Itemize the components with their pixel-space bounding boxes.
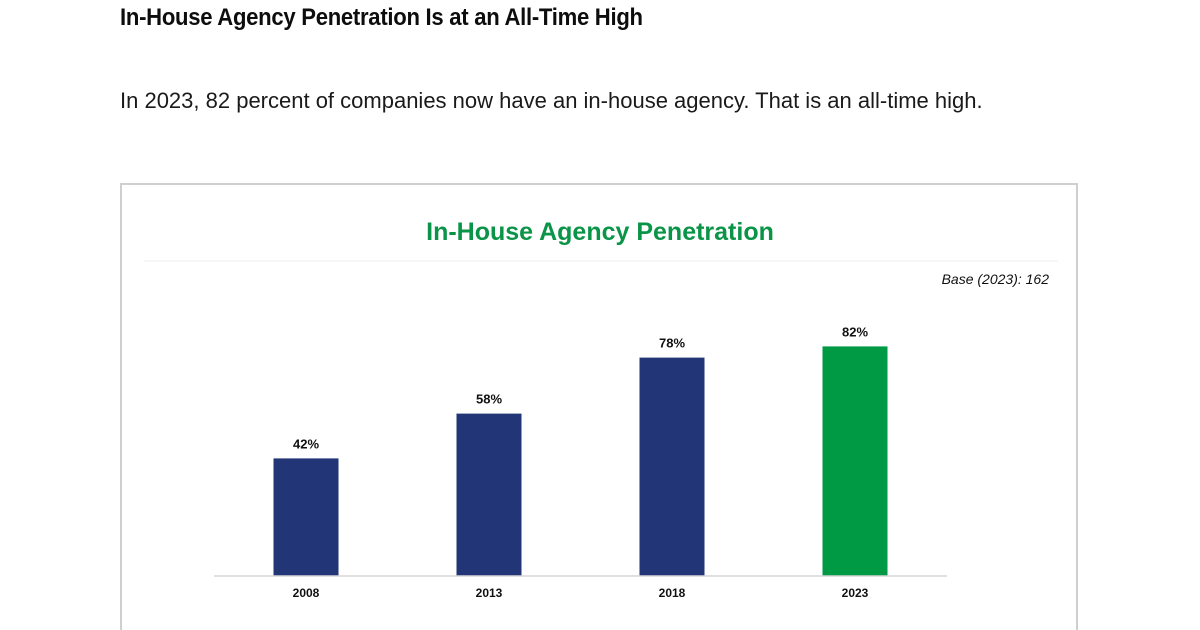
x-tick-label-2008: 2008 xyxy=(293,586,320,600)
bar-chart: In-House Agency Penetration Base (2023):… xyxy=(144,218,1058,600)
intro-text: In 2023, 82 percent of companies now hav… xyxy=(120,88,983,113)
bar-2018 xyxy=(639,357,705,576)
bars-layer: 42% 2008 58% 2013 78% 2018 82% 2023 xyxy=(273,324,888,600)
bar-2023 xyxy=(822,346,888,576)
x-tick-label-2018: 2018 xyxy=(659,586,686,600)
data-label-2018: 78% xyxy=(659,336,685,351)
x-tick-label-2023: 2023 xyxy=(842,586,869,600)
chart-panel: In-House Agency Penetration Base (2023):… xyxy=(120,183,1078,630)
bar-2013 xyxy=(456,413,522,576)
data-label-2008: 42% xyxy=(293,436,319,451)
chart-title: In-House Agency Penetration xyxy=(426,218,774,246)
page-title: In-House Agency Penetration Is at an All… xyxy=(120,4,643,31)
data-label-2023: 82% xyxy=(842,324,868,339)
base-note: Base (2023): 162 xyxy=(942,271,1050,287)
data-label-2013: 58% xyxy=(476,392,502,407)
x-tick-label-2013: 2013 xyxy=(476,586,503,600)
bar-2008 xyxy=(273,458,339,576)
